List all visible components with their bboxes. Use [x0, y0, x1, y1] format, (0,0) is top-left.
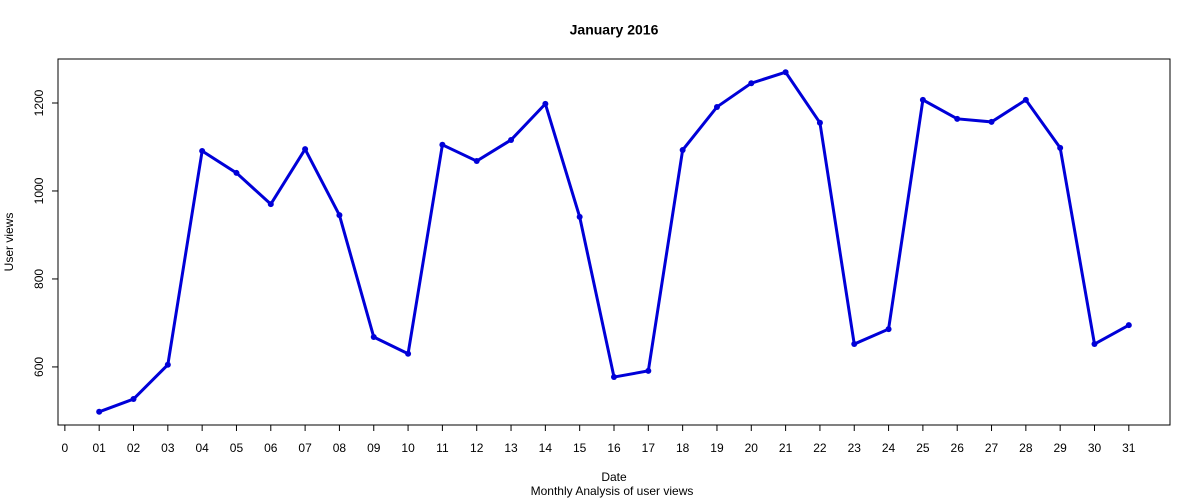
data-point	[233, 169, 240, 176]
data-line	[98, 70, 1130, 414]
x-tick-label: 09	[367, 441, 381, 455]
data-point	[336, 212, 343, 219]
x-tick-label: 03	[161, 441, 175, 455]
data-point	[96, 408, 103, 415]
data-point	[851, 341, 858, 348]
x-tick-label: 0	[62, 441, 69, 455]
x-tick-label: 22	[813, 441, 827, 455]
data-point	[1022, 96, 1029, 103]
x-tick-label: 28	[1019, 441, 1033, 455]
x-tick-label: 19	[710, 441, 724, 455]
x-axis-label: Date	[601, 470, 627, 484]
data-point	[267, 201, 274, 208]
y-tick-label: 600	[32, 357, 46, 377]
x-tick-label: 12	[470, 441, 484, 455]
chart-title: January 2016	[570, 22, 659, 38]
data-point	[576, 213, 583, 220]
x-tick-label: 16	[607, 441, 621, 455]
data-point	[816, 119, 823, 126]
data-point	[405, 350, 412, 357]
x-tick-label: 24	[882, 441, 896, 455]
data-point	[679, 147, 686, 154]
y-axis-label: User views	[2, 213, 16, 272]
x-tick-label: 06	[264, 441, 278, 455]
data-point	[164, 361, 171, 368]
y-tick-label: 1200	[32, 89, 46, 116]
x-tick-label: 07	[298, 441, 312, 455]
x-tick-label: 11	[436, 441, 449, 455]
x-tick-label: 08	[333, 441, 347, 455]
data-point	[954, 115, 961, 122]
x-tick-label: 18	[676, 441, 690, 455]
data-point	[919, 96, 926, 103]
data-point	[439, 141, 446, 148]
data-point	[199, 147, 206, 154]
y-tick-label: 800	[32, 269, 46, 289]
x-tick-label: 29	[1053, 441, 1067, 455]
data-point	[713, 103, 720, 110]
x-tick-label: 27	[985, 441, 999, 455]
x-tick-label: 14	[539, 441, 553, 455]
x-tick-label: 21	[779, 441, 793, 455]
x-tick-label: 31	[1122, 441, 1136, 455]
data-point	[302, 146, 309, 153]
x-tick-label: 17	[642, 441, 656, 455]
x-tick-label: 15	[573, 441, 587, 455]
x-tick-label: 20	[745, 441, 759, 455]
data-point	[645, 367, 652, 374]
x-tick-label: 23	[848, 441, 862, 455]
x-tick-label: 01	[93, 441, 107, 455]
x-tick-label: 13	[504, 441, 518, 455]
x-tick-label: 25	[916, 441, 930, 455]
x-tick-label: 30	[1088, 441, 1102, 455]
data-point	[748, 80, 755, 87]
x-tick-label: 04	[195, 441, 209, 455]
data-point	[542, 100, 549, 107]
data-point	[1057, 144, 1064, 151]
data-point	[885, 326, 892, 333]
x-tick-label: 26	[951, 441, 965, 455]
data-point	[370, 334, 377, 341]
x-tick-label: 05	[230, 441, 244, 455]
x-tick-label: 10	[401, 441, 415, 455]
data-point	[1091, 341, 1098, 348]
data-point	[1125, 322, 1132, 329]
x-tick-label: 02	[127, 441, 141, 455]
data-point	[508, 136, 515, 143]
data-point	[130, 396, 137, 403]
data-point	[988, 118, 995, 125]
data-point	[473, 158, 480, 165]
data-point	[611, 374, 617, 381]
y-tick-label: 1000	[32, 177, 46, 204]
subtitle: Monthly Analysis of user views	[531, 484, 694, 498]
data-point	[782, 69, 789, 76]
